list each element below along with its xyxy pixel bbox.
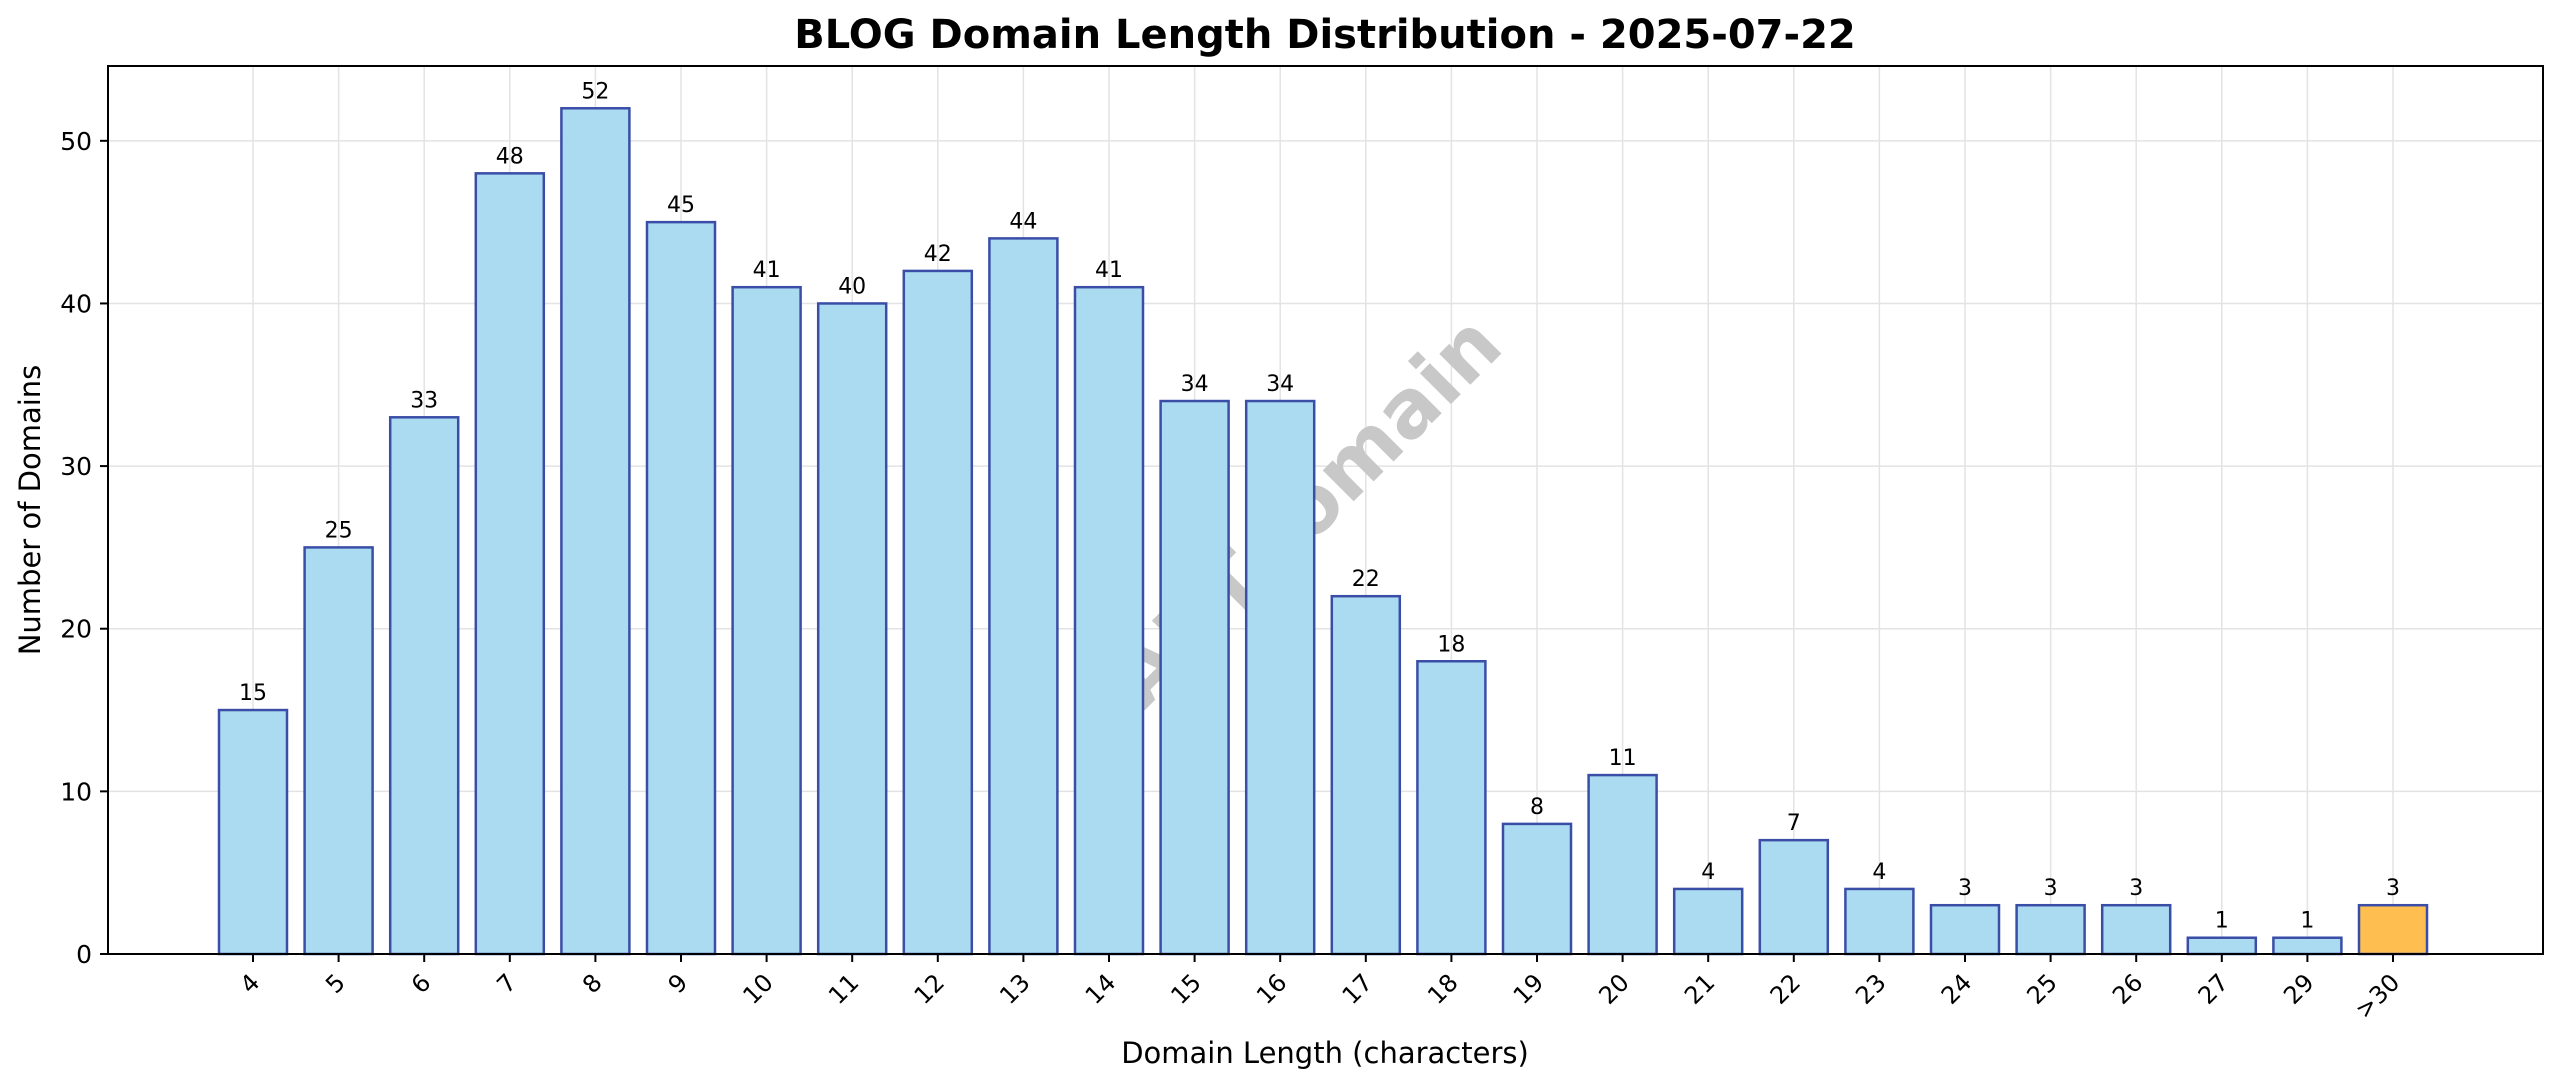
x-tick-label: 23 [1850, 968, 1891, 1009]
y-tick-label: 40 [60, 289, 92, 318]
x-tick-label: 4 [235, 968, 266, 999]
x-axis-label: Domain Length (characters) [1121, 1036, 1529, 1070]
bar [1159, 399, 1230, 956]
x-tick-label: 10 [737, 968, 778, 1009]
x-tick-label: 9 [663, 968, 694, 999]
bar [816, 302, 888, 956]
bar [1587, 773, 1658, 956]
bar [1244, 399, 1316, 956]
x-tick-label: 5 [320, 968, 351, 999]
bar-value-label: 1 [2215, 909, 2229, 934]
bar [560, 107, 631, 956]
bar [902, 269, 974, 956]
bar [1844, 887, 1915, 956]
x-tick-label: 29 [2278, 968, 2319, 1009]
x-tick-label: 16 [1251, 968, 1292, 1009]
x-tick-label: 11 [823, 968, 864, 1009]
bar [1330, 594, 1402, 956]
x-tick-label: 19 [1508, 968, 1549, 1009]
bar [1758, 838, 1830, 956]
bar-value-label: 1 [2300, 909, 2314, 934]
x-tick-label: 15 [1165, 968, 1206, 1009]
x-tick-label: >30 [2350, 968, 2406, 1024]
bar-value-label: 45 [667, 193, 695, 218]
bar-value-label: 3 [2044, 876, 2058, 901]
x-tick-label: 13 [994, 968, 1035, 1009]
bar-value-label: 44 [1009, 209, 1037, 234]
bar [988, 237, 1059, 956]
bar-value-label: 48 [496, 144, 524, 169]
y-tick-label: 0 [76, 940, 92, 969]
y-tick-label: 50 [60, 127, 92, 156]
x-tick-label: 20 [1593, 968, 1634, 1009]
bar-value-label: 34 [1181, 372, 1209, 397]
bar [1416, 660, 1487, 956]
chart-title: BLOG Domain Length Distribution - 2025-0… [794, 12, 1856, 58]
x-tick-label: 8 [577, 968, 608, 999]
bar-value-label: 25 [325, 518, 353, 543]
bar [2357, 903, 2429, 956]
x-tick-label: 17 [1337, 968, 1378, 1009]
bar [2272, 936, 2343, 956]
bar-value-label: 8 [1530, 795, 1544, 820]
bar [645, 220, 717, 956]
bar [2100, 903, 2172, 956]
bar-value-label: 3 [2386, 876, 2400, 901]
bar-value-label: 3 [1958, 876, 1972, 901]
bar [2186, 936, 2258, 956]
bar-value-label: 33 [410, 388, 438, 413]
x-tick-label: 21 [1679, 968, 1720, 1009]
y-axis-label: Number of Domains [13, 365, 47, 656]
bar [2015, 903, 2086, 956]
x-tick-label: 6 [406, 968, 437, 999]
bar-value-label: 40 [838, 274, 866, 299]
bar [1501, 822, 1573, 956]
bar-value-label: 3 [2129, 876, 2143, 901]
bar [388, 416, 460, 956]
bar-value-label: 18 [1437, 632, 1465, 657]
plot-frame [107, 65, 2544, 955]
bar [217, 708, 289, 956]
bar-value-label: 4 [1872, 860, 1886, 885]
bar [303, 546, 374, 956]
x-tick-label: 7 [491, 968, 522, 999]
bar-value-label: 22 [1352, 567, 1380, 592]
y-tick-label: 10 [60, 777, 92, 806]
y-tick-label: 20 [60, 615, 92, 644]
bar [731, 285, 802, 956]
x-tick-label: 24 [1936, 968, 1977, 1009]
x-tick-label: 27 [2193, 968, 2234, 1009]
bar [1073, 285, 1145, 956]
bar-value-label: 7 [1787, 811, 1801, 836]
x-tick-label: 22 [1765, 968, 1806, 1009]
x-tick-label: 12 [909, 968, 950, 1009]
bars [217, 107, 2429, 956]
bar-value-label: 52 [581, 79, 609, 104]
bar-value-label: 42 [924, 242, 952, 267]
bar-value-label: 15 [239, 681, 267, 706]
bar-value-label: 41 [753, 258, 781, 283]
bar-value-label: 4 [1701, 860, 1715, 885]
x-tick-label: 14 [1080, 968, 1121, 1009]
bar [1929, 903, 2001, 956]
x-tick-label: 25 [2021, 968, 2062, 1009]
y-tick-label: 30 [60, 452, 92, 481]
x-tick-label: 26 [2107, 968, 2148, 1009]
bar [474, 172, 546, 956]
bar [1672, 887, 1744, 956]
bar-value-label: 34 [1266, 372, 1294, 397]
bar-value-label: 41 [1095, 258, 1123, 283]
bar-value-label: 11 [1609, 746, 1637, 771]
x-tick-label: 18 [1422, 968, 1463, 1009]
